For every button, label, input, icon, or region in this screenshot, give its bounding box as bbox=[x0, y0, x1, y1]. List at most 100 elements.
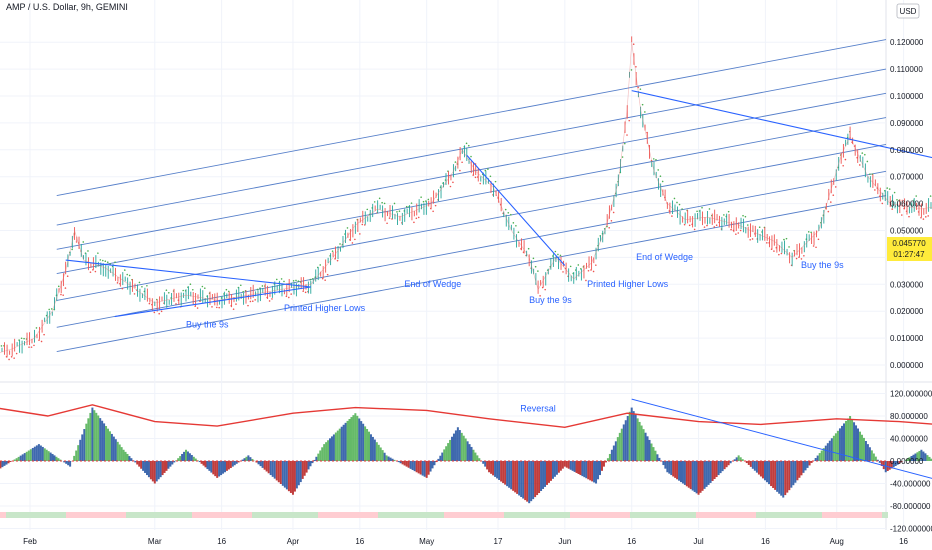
strip-cell bbox=[48, 512, 54, 518]
indicator-tick-label: 80.000000 bbox=[890, 412, 928, 421]
signal-dot bbox=[834, 186, 837, 188]
strip-cell bbox=[510, 512, 516, 518]
signal-dot bbox=[434, 204, 437, 207]
strip-cell bbox=[246, 512, 252, 518]
signal-dot bbox=[893, 191, 896, 194]
signal-dot bbox=[659, 175, 662, 177]
strip-cell bbox=[234, 512, 240, 518]
signal-dot bbox=[537, 270, 539, 272]
strip-cell bbox=[372, 512, 378, 518]
strip-cell bbox=[330, 512, 336, 518]
currency-button[interactable]: USD bbox=[896, 3, 920, 19]
signal-dot bbox=[489, 175, 492, 178]
strip-cell bbox=[168, 512, 174, 518]
signal-dot bbox=[413, 221, 415, 224]
annotation-label: Reversal bbox=[520, 404, 556, 414]
price-axis[interactable]: 0.0000000.0100000.0200000.0300000.040000… bbox=[890, 38, 924, 370]
strip-cell bbox=[6, 512, 12, 518]
signal-dot bbox=[203, 287, 206, 289]
signal-dot bbox=[864, 153, 866, 156]
signal-dot bbox=[218, 306, 220, 309]
signal-dot bbox=[569, 265, 572, 268]
strip-cell bbox=[786, 512, 792, 518]
strip-cell bbox=[0, 512, 6, 518]
signal-dot bbox=[544, 288, 546, 291]
signal-dot bbox=[881, 202, 884, 205]
price-tick-label: 0.090000 bbox=[890, 119, 924, 128]
time-tick-label: 16 bbox=[217, 537, 226, 546]
strip-cell bbox=[216, 512, 222, 518]
signal-dot bbox=[386, 222, 388, 225]
signal-dot bbox=[167, 291, 170, 294]
signal-dot bbox=[82, 241, 85, 243]
signal-dot bbox=[225, 288, 228, 291]
signal-dot bbox=[510, 213, 512, 216]
signal-dot bbox=[920, 216, 922, 219]
strip-cell bbox=[666, 512, 672, 518]
signal-dot bbox=[405, 205, 408, 208]
time-axis[interactable]: FebMar16Apr16May17Jun16Jul16Aug16Sep16Oc… bbox=[23, 537, 932, 546]
signal-dot bbox=[780, 252, 783, 255]
signal-dot bbox=[48, 308, 50, 311]
time-tick-label: May bbox=[419, 537, 434, 546]
strip-cell bbox=[60, 512, 66, 518]
signal-dot bbox=[321, 277, 324, 280]
annotation-label: Buy the 9s bbox=[186, 319, 229, 329]
signal-dot bbox=[595, 264, 597, 266]
strip-cell bbox=[540, 512, 546, 518]
signal-dot bbox=[742, 214, 744, 217]
strip-cell bbox=[624, 512, 630, 518]
strip-cell bbox=[732, 512, 738, 518]
strip-cell bbox=[276, 512, 282, 518]
signal-dot bbox=[494, 180, 497, 183]
strip-cell bbox=[198, 512, 204, 518]
strip-cell bbox=[396, 512, 402, 518]
signal-dot bbox=[33, 344, 35, 347]
signal-dot bbox=[153, 311, 156, 314]
signal-dot bbox=[66, 275, 69, 278]
strip-cell bbox=[798, 512, 804, 518]
strip-cell bbox=[144, 512, 150, 518]
signal-dot bbox=[737, 232, 740, 234]
signal-dot bbox=[304, 291, 307, 294]
signal-dot bbox=[723, 214, 725, 216]
strip-cell bbox=[204, 512, 210, 518]
signal-dot bbox=[0, 345, 3, 347]
signal-dot bbox=[319, 264, 322, 266]
signal-dot bbox=[191, 288, 194, 291]
strip-cell bbox=[690, 512, 696, 518]
signal-dot bbox=[512, 222, 515, 224]
channel-line bbox=[56, 170, 887, 328]
signal-dot bbox=[688, 224, 691, 227]
strip-cell bbox=[876, 512, 882, 518]
annotation-label: End of Wedge bbox=[404, 279, 461, 289]
strip-cell bbox=[162, 512, 168, 518]
time-tick-label: Jul bbox=[693, 537, 703, 546]
price-tick-label: 0.080000 bbox=[890, 146, 924, 155]
signal-dot bbox=[901, 214, 903, 216]
signal-dot bbox=[515, 224, 517, 227]
signal-dot bbox=[40, 340, 43, 343]
signal-dot bbox=[676, 201, 678, 204]
signal-dot bbox=[366, 208, 369, 211]
strip-cell bbox=[288, 512, 294, 518]
signal-dot bbox=[146, 284, 148, 287]
signal-dot bbox=[336, 259, 339, 262]
signal-dot bbox=[655, 158, 657, 161]
signal-dot bbox=[422, 200, 425, 203]
signal-dot bbox=[271, 298, 273, 300]
signal-dot bbox=[295, 279, 297, 282]
strip-cell bbox=[864, 512, 870, 518]
signal-dot bbox=[608, 226, 610, 229]
strip-cell bbox=[822, 512, 828, 518]
signal-dot bbox=[661, 180, 664, 183]
indicator-tick-label: 120.000000 bbox=[890, 390, 932, 399]
price-tick-label: 0.120000 bbox=[890, 38, 924, 47]
strip-cell bbox=[294, 512, 300, 518]
indicator-axis[interactable]: 120.000000 80.000000 40.000000 0.000000 -40.… bbox=[890, 390, 932, 534]
signal-dot bbox=[746, 224, 749, 226]
signal-dot bbox=[138, 281, 141, 284]
signal-dot bbox=[268, 300, 271, 302]
strip-cell bbox=[414, 512, 420, 518]
